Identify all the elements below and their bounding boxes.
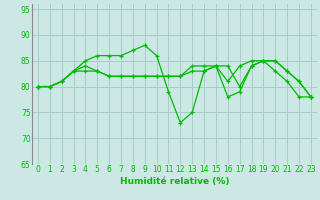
X-axis label: Humidité relative (%): Humidité relative (%) bbox=[120, 177, 229, 186]
